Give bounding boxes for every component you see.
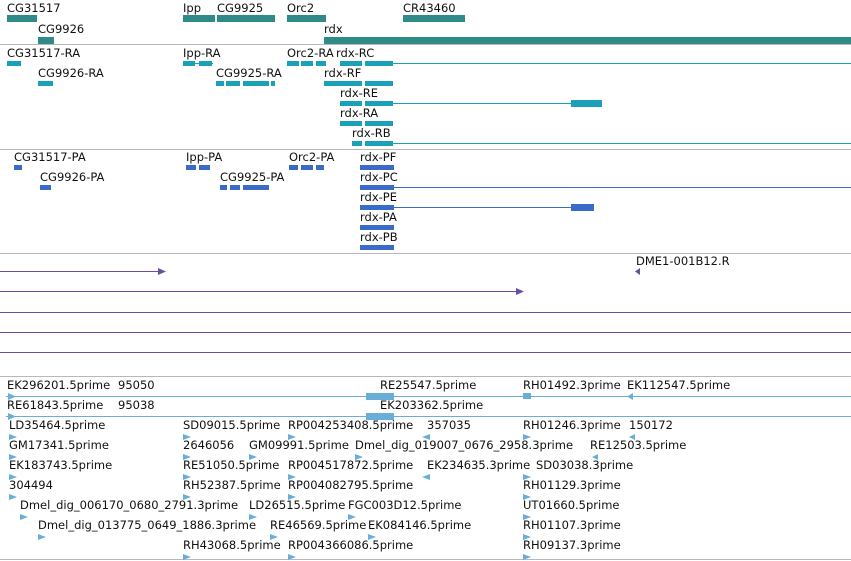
protein-label-rdx-pc[interactable]: rdx-PC (360, 170, 398, 184)
protein-label-rdx-pf[interactable]: rdx-PF (360, 150, 397, 164)
gene-label-rdx[interactable]: rdx (324, 22, 343, 36)
est-label[interactable]: RH52387.5prime (183, 478, 281, 492)
track-separator-1 (0, 44, 851, 45)
gene-cg9925-glyph[interactable] (217, 15, 275, 22)
est-label[interactable]: RH43068.5prime (183, 538, 281, 552)
proteins-glyphs (14, 165, 851, 250)
transcript-label-rdx-rb[interactable]: rdx-RB (352, 126, 391, 140)
track-separator-4 (0, 376, 851, 377)
est-label[interactable]: EK084146.5prime (368, 518, 472, 532)
est-label[interactable]: Dmel_dig_013775_0649_1886.3prime (38, 518, 257, 532)
protein-label-ipp-pa[interactable]: Ipp-PA (186, 150, 223, 164)
gene-rdx-glyph[interactable] (324, 37, 851, 44)
genes-glyphs (7, 15, 851, 44)
est-label[interactable]: RP004517872.5prime (288, 458, 414, 472)
est-label[interactable]: EK112547.5prime (627, 378, 731, 392)
est-label[interactable]: 2646056 (183, 438, 235, 452)
gene-label-ipp[interactable]: Ipp (183, 1, 201, 15)
gene-label-cr43460[interactable]: CR43460 (403, 1, 456, 15)
est-label[interactable]: Dmel_dig_019007_0676_2958.3prime (355, 438, 574, 452)
track-separator-3 (0, 253, 851, 254)
est-label[interactable]: 150172 (629, 418, 673, 432)
protein-label-rdx-pb[interactable]: rdx-PB (360, 230, 398, 244)
est-label[interactable]: EK296201.5prime (7, 378, 111, 392)
gene-cr43460-glyph[interactable] (403, 15, 465, 22)
transcript-label-ipp-ra[interactable]: Ipp-RA (183, 46, 221, 60)
est-label[interactable]: 95050 (118, 378, 155, 392)
est-label[interactable]: FGC003D12.5prime (348, 498, 462, 512)
protein-label-cg9926-pa[interactable]: CG9926-PA (40, 170, 105, 184)
est-label[interactable]: RP004253408.5prime (288, 418, 414, 432)
gene-label-cg9925[interactable]: CG9925 (217, 1, 264, 15)
gene-orc2-glyph[interactable] (287, 15, 326, 22)
protein-label-rdx-pa[interactable]: rdx-PA (360, 210, 397, 224)
ests-glyphs (6, 393, 851, 560)
protein-label-orc2-pa[interactable]: Orc2-PA (289, 150, 335, 164)
gene-label-cg9926[interactable]: CG9926 (38, 22, 85, 36)
genes-track: CG31517 CG9926 Ipp CG9925 Orc2 CR43460 r… (0, 0, 851, 44)
alignment-label-dme1[interactable]: DME1-001B12.R (636, 254, 730, 268)
est-label[interactable]: RE46569.5prime (270, 518, 367, 532)
est-label[interactable]: RH01107.3prime (523, 518, 621, 532)
est-label[interactable]: 357035 (427, 418, 471, 432)
gene-label-orc2[interactable]: Orc2 (287, 1, 315, 15)
transcript-label-rdx-ra[interactable]: rdx-RA (340, 106, 379, 120)
est-label[interactable]: Dmel_dig_006170_0680_2791.3prime (20, 498, 239, 512)
est-label[interactable]: RH01129.3prime (523, 478, 621, 492)
protein-label-rdx-pe[interactable]: rdx-PE (360, 190, 397, 204)
alignments-glyphs (0, 268, 851, 353)
transcript-label-rdx-rf[interactable]: rdx-RF (324, 66, 362, 80)
est-label[interactable]: GM17341.5prime (9, 438, 109, 452)
transcript-label-cg9926-ra[interactable]: CG9926-RA (38, 66, 104, 80)
est-label[interactable]: 95038 (118, 398, 155, 412)
transcripts-track: CG31517-RA CG9926-RA Ipp-RA CG9925-RA Or… (0, 45, 851, 149)
track-separator-2 (0, 149, 851, 150)
est-label[interactable]: 304494 (9, 478, 53, 492)
proteins-track: CG31517-PA CG9926-PA Ipp-PA CG9925-PA Or… (0, 150, 851, 253)
transcript-label-rdx-rc[interactable]: rdx-RC (336, 46, 375, 60)
gene-cg31517-glyph[interactable] (7, 15, 37, 22)
alignments-track: DME1-001B12.R (0, 254, 851, 376)
est-label[interactable]: RE51050.5prime (183, 458, 280, 472)
est-label[interactable]: RE25547.5prime (380, 378, 477, 392)
est-label[interactable]: RP004082795.5prime (288, 478, 414, 492)
protein-label-cg9925-pa[interactable]: CG9925-PA (220, 170, 285, 184)
transcript-label-cg31517-ra[interactable]: CG31517-RA (7, 46, 81, 60)
est-label[interactable]: RE12503.5prime (590, 438, 687, 452)
gene-ipp-glyph[interactable] (183, 15, 215, 22)
est-label[interactable]: LD26515.5prime (249, 498, 346, 512)
est-label[interactable]: EK234635.3prime (427, 458, 531, 472)
est-label[interactable]: SD03038.3prime (536, 458, 634, 472)
est-label[interactable]: EK203362.5prime (380, 398, 484, 412)
est-label[interactable]: UT01660.5prime (523, 498, 620, 512)
est-label[interactable]: RP004366086.5prime (288, 538, 414, 552)
gene-label-cg31517[interactable]: CG31517 (7, 1, 61, 15)
track-separator-5 (0, 559, 851, 560)
transcript-label-cg9925-ra[interactable]: CG9925-RA (216, 66, 282, 80)
protein-label-cg31517-pa[interactable]: CG31517-PA (14, 150, 86, 164)
transcript-label-rdx-re[interactable]: rdx-RE (340, 86, 379, 100)
gene-cg9926-glyph[interactable] (38, 37, 54, 44)
transcript-label-orc2-ra[interactable]: Orc2-RA (287, 46, 334, 60)
ests-track: EK296201.5prime 95050 RE25547.5prime RH0… (0, 377, 851, 559)
est-label[interactable]: RE61843.5prime (7, 398, 104, 412)
est-label[interactable]: RH01492.3prime (523, 378, 621, 392)
est-label[interactable]: RH01246.3prime (523, 418, 621, 432)
est-label[interactable]: LD35464.5prime (9, 418, 106, 432)
est-label[interactable]: EK183743.5prime (9, 458, 113, 472)
est-label[interactable]: RH09137.3prime (523, 538, 621, 552)
est-label[interactable]: GM09991.5prime (249, 438, 349, 452)
transcripts-glyphs (7, 61, 851, 146)
est-label[interactable]: SD09015.5prime (183, 418, 281, 432)
